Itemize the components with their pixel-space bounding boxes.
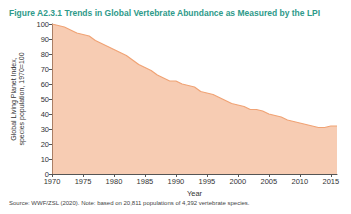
svg-text:0: 0 xyxy=(44,169,49,179)
svg-text:70: 70 xyxy=(41,65,49,74)
svg-text:10: 10 xyxy=(41,155,49,164)
svg-text:100: 100 xyxy=(36,20,49,29)
svg-text:species population, 1970=100: species population, 1970=100 xyxy=(18,52,26,145)
svg-text:1990: 1990 xyxy=(168,177,185,186)
svg-text:Global Living Planet Index,: Global Living Planet Index, xyxy=(10,57,18,140)
svg-text:Figure A2.3.1 Trends in Global: Figure A2.3.1 Trends in Global Vertebrat… xyxy=(9,8,320,18)
svg-text:2010: 2010 xyxy=(291,177,308,186)
svg-text:2000: 2000 xyxy=(230,177,247,186)
svg-text:Year: Year xyxy=(187,189,203,198)
svg-text:2005: 2005 xyxy=(261,177,278,186)
svg-text:1980: 1980 xyxy=(106,177,123,186)
svg-text:1970: 1970 xyxy=(44,177,61,186)
svg-text:30: 30 xyxy=(41,125,49,134)
svg-text:80: 80 xyxy=(41,50,49,59)
svg-text:40: 40 xyxy=(41,110,49,119)
svg-text:60: 60 xyxy=(41,80,49,89)
svg-text:90: 90 xyxy=(41,35,49,44)
svg-text:50: 50 xyxy=(41,95,49,104)
svg-text:1975: 1975 xyxy=(75,177,92,186)
svg-text:Source: WWF/ZSL (2020). Note:: Source: WWF/ZSL (2020). Note: based on 2… xyxy=(9,200,250,206)
svg-text:1985: 1985 xyxy=(137,177,154,186)
svg-text:2015: 2015 xyxy=(322,177,339,186)
svg-text:20: 20 xyxy=(41,140,49,149)
svg-text:1995: 1995 xyxy=(199,177,216,186)
